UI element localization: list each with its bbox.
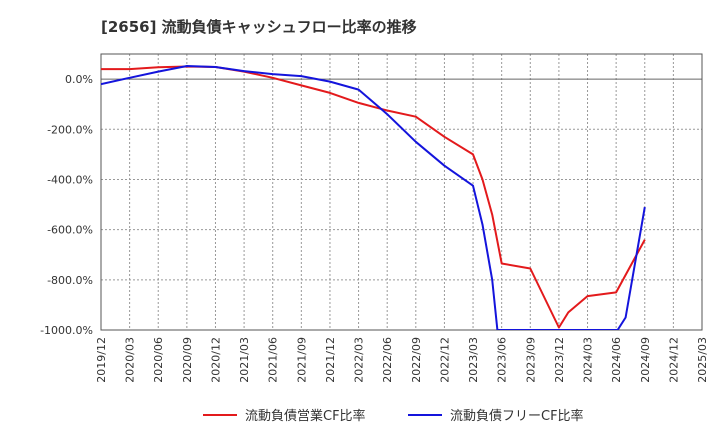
x-tick-label: 2024/06 [610,337,623,383]
legend-label-free-cf: 流動負債フリーCF比率 [450,408,584,424]
x-tick-label: 2024/12 [667,337,680,383]
x-tick-label: 2023/09 [524,337,537,383]
x-tick-label: 2021/09 [295,337,308,383]
x-tick-label: 2022/12 [438,337,451,383]
y-tick-label: -400.0% [47,173,93,186]
x-tick-label: 2021/06 [267,337,280,383]
x-tick-label: 2020/09 [181,337,194,383]
x-tick-label: 2022/03 [353,337,366,383]
y-tick-label: -1000.0% [40,324,93,337]
x-tick-label: 2020/06 [152,337,165,383]
x-tick-label: 2021/12 [324,337,337,383]
series-line-operating-cf [101,65,646,329]
y-tick-label: 0.0% [65,73,93,86]
x-tick-label: 2023/12 [553,337,566,383]
grid [101,54,702,330]
y-tick-label: -800.0% [47,274,93,287]
series-line-free-cf [101,65,646,330]
x-tick-label: 2020/12 [209,337,222,383]
x-axis: 2019/12 2020/03 2020/06 2020/09 2020/12 2021/… [95,337,709,383]
x-tick-label: 2021/03 [238,337,251,383]
y-axis: 0.0% -200.0% -400.0% -600.0% -800.0% -1000.0% [40,73,93,337]
y-tick-label: -600.0% [47,224,93,237]
plot-frame [100,53,703,331]
x-tick-label: 2020/03 [124,337,137,383]
x-tick-label: 2023/03 [467,337,480,383]
x-tick-label: 2024/03 [582,337,595,383]
x-tick-label: 2025/03 [696,337,709,383]
x-tick-label: 2024/09 [639,337,652,383]
chart-title: [2656] 流動負債キャッシュフロー比率の推移 [101,18,417,36]
x-tick-label: 2022/06 [381,337,394,383]
x-tick-label: 2019/12 [95,337,108,383]
x-tick-label: 2023/06 [496,337,509,383]
legend-label-operating-cf: 流動負債営業CF比率 [245,408,366,424]
series-group [101,65,646,330]
x-tick-label: 2022/09 [410,337,423,383]
legend: 流動負債営業CF比率 流動負債フリーCF比率 [203,408,584,424]
y-tick-label: -200.0% [47,123,93,136]
